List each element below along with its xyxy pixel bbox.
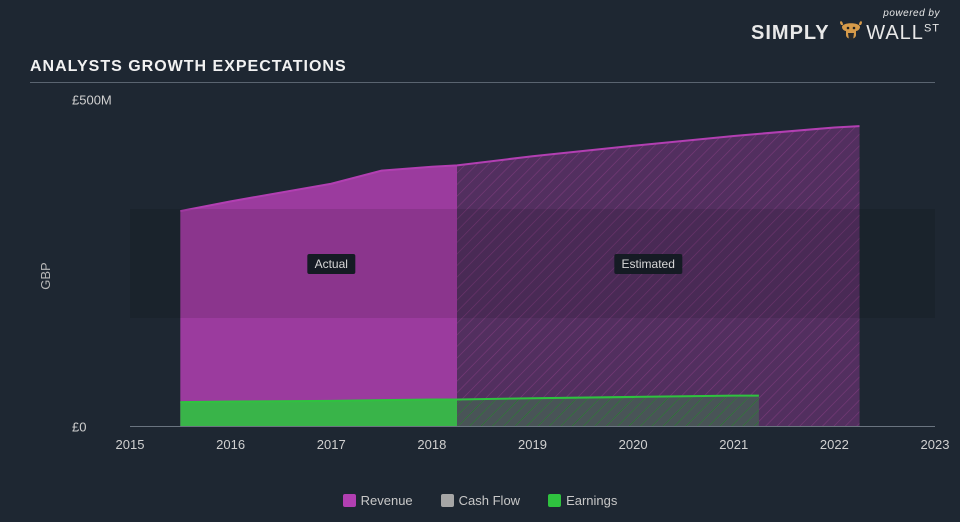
y-tick-label: £500M [72, 93, 112, 108]
legend-item-cash_flow: Cash Flow [441, 493, 520, 508]
title-underline [30, 82, 935, 83]
y-tick-label: £0 [72, 420, 86, 435]
x-tick-label: 2015 [116, 437, 145, 452]
legend-label: Revenue [361, 493, 413, 508]
powered-by-text: powered by [751, 8, 940, 19]
x-tick-label: 2017 [317, 437, 346, 452]
x-tick-label: 2023 [921, 437, 950, 452]
chart-title: ANALYSTS GROWTH EXPECTATIONS [30, 58, 347, 76]
legend-swatch [548, 494, 561, 507]
y-axis-label: GBP [38, 262, 53, 289]
x-tick-label: 2016 [216, 437, 245, 452]
legend-swatch [441, 494, 454, 507]
legend: Revenue Cash Flow Earnings [0, 493, 960, 508]
chart-container: GBP Actual Estimated £0 £500M 2015 2016 2017… [30, 90, 935, 462]
legend-item-earnings: Earnings [548, 493, 617, 508]
region-label: Estimated [615, 254, 682, 274]
region-label: Actual [308, 254, 355, 274]
x-tick-label: 2022 [820, 437, 849, 452]
x-tick-label: 2018 [417, 437, 446, 452]
plot-area: Actual Estimated [130, 100, 935, 427]
brand-logo: powered by SIMPLY WALLST [751, 8, 940, 45]
legend-label: Earnings [566, 493, 617, 508]
x-tick-label: 2019 [518, 437, 547, 452]
legend-label: Cash Flow [459, 493, 520, 508]
brand-name: SIMPLY WALLST [751, 19, 940, 45]
legend-item-revenue: Revenue [343, 493, 413, 508]
x-tick-label: 2020 [619, 437, 648, 452]
grid-band [130, 209, 935, 318]
bull-icon [838, 19, 864, 45]
legend-swatch [343, 494, 356, 507]
x-tick-label: 2021 [719, 437, 748, 452]
